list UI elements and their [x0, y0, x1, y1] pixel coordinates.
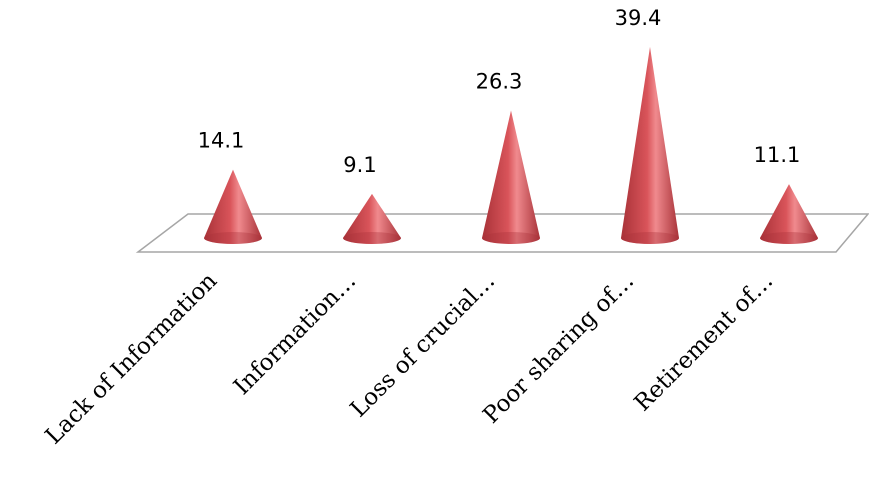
cone-mark [621, 46, 679, 244]
cone-base [482, 232, 540, 244]
cone-body [204, 169, 262, 244]
value-label: 11.1 [754, 143, 801, 167]
value-label: 9.1 [343, 153, 376, 177]
value-label: 14.1 [198, 129, 245, 153]
cone-base [204, 232, 262, 244]
cone-series [204, 46, 818, 244]
category-label: Loss of crucial… [346, 268, 501, 423]
value-label: 39.4 [615, 6, 662, 30]
cone-mark [343, 193, 401, 244]
cone-mark [204, 169, 262, 244]
cone-base [760, 232, 818, 244]
cone-mark [482, 110, 540, 244]
cone-base [621, 232, 679, 244]
value-label: 26.3 [476, 69, 523, 93]
value-labels: 14.1 9.1 26.3 39.4 11.1 [198, 6, 801, 177]
category-label: Poor sharing of… [478, 268, 639, 429]
cone-body [343, 193, 401, 244]
cone-body [621, 46, 679, 244]
cone-body [482, 110, 540, 244]
cone-body [760, 184, 818, 244]
cone-mark [760, 184, 818, 244]
category-labels: Lack of Information Information…Loss of c… [41, 268, 779, 450]
category-label: Lack of Information [41, 268, 223, 450]
cone-base [343, 232, 401, 244]
category-label: Retirement of… [630, 268, 779, 417]
category-label: Information… [229, 268, 361, 400]
